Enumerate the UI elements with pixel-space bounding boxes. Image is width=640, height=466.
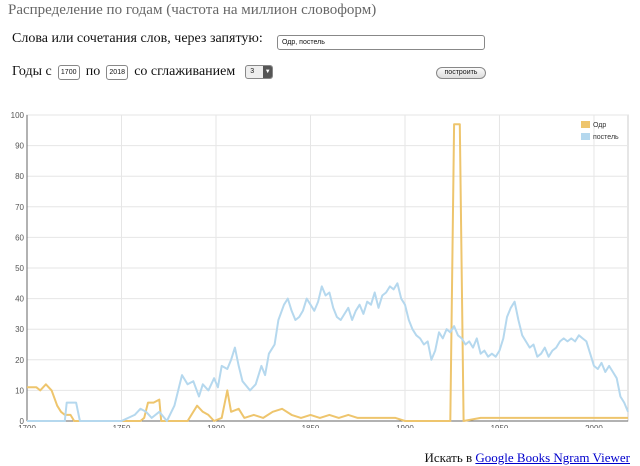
ngram-viewer-link[interactable]: Google Books Ngram Viewer <box>475 450 630 465</box>
y-tick-label: 100 <box>11 111 25 120</box>
y-tick-label: 40 <box>15 295 24 304</box>
y-tick-label: 80 <box>15 172 24 181</box>
smoothing-select[interactable]: 3 ▼ <box>245 65 274 79</box>
x-tick-label: 1900 <box>396 424 414 428</box>
y-tick-label: 20 <box>15 356 24 365</box>
y-tick-label: 10 <box>15 386 24 395</box>
ngram-chart: 0 10 20 30 40 50 60 70 80 90 100 1700 1750 1800 1850 19… <box>11 111 629 428</box>
y-tick-label: 60 <box>15 233 24 242</box>
x-tick-label: 1800 <box>207 424 225 428</box>
chevron-down-icon: ▼ <box>263 66 273 78</box>
y-tick-label: 0 <box>20 417 25 426</box>
legend-label: Одр <box>593 122 606 129</box>
years-row: Годы с 1700 по 2018 со сглаживанием 3 ▼ <box>12 64 274 80</box>
x-tick-label: 1950 <box>491 424 509 428</box>
build-button[interactable]: построить <box>436 67 486 79</box>
y-tick-label: 90 <box>15 142 24 151</box>
year-from-input[interactable]: 1700 <box>57 64 80 80</box>
years-from-label: Годы с <box>12 64 52 79</box>
year-to-input[interactable]: 2018 <box>106 64 129 80</box>
x-tick-label: 1750 <box>113 424 131 428</box>
legend-label: постель <box>593 134 619 141</box>
y-tick-label: 30 <box>15 325 24 334</box>
y-tick-label: 70 <box>15 203 24 212</box>
page-title: Распределение по годам (частота на милли… <box>8 2 377 18</box>
years-to-label: по <box>85 64 101 79</box>
y-tick-label: 50 <box>15 264 24 273</box>
words-label: Слова или сочетания слов, через запятую: <box>12 31 263 46</box>
words-input[interactable]: Одр, постель <box>277 35 485 50</box>
x-tick-label: 1700 <box>18 424 36 428</box>
x-tick-label: 1850 <box>302 424 320 428</box>
x-tick-label: 2000 <box>585 424 603 428</box>
series-line <box>27 282 629 422</box>
footer-prefix: Искать в <box>424 450 473 465</box>
legend-swatch <box>581 133 590 140</box>
smoothing-label: со сглаживанием <box>134 64 236 79</box>
series-line <box>27 123 628 422</box>
legend-swatch <box>581 121 590 128</box>
words-row: Слова или сочетания слов, через запятую: <box>12 31 263 47</box>
footer: Искать в Google Books Ngram Viewer <box>424 450 630 466</box>
smoothing-value: 3 <box>250 68 255 75</box>
